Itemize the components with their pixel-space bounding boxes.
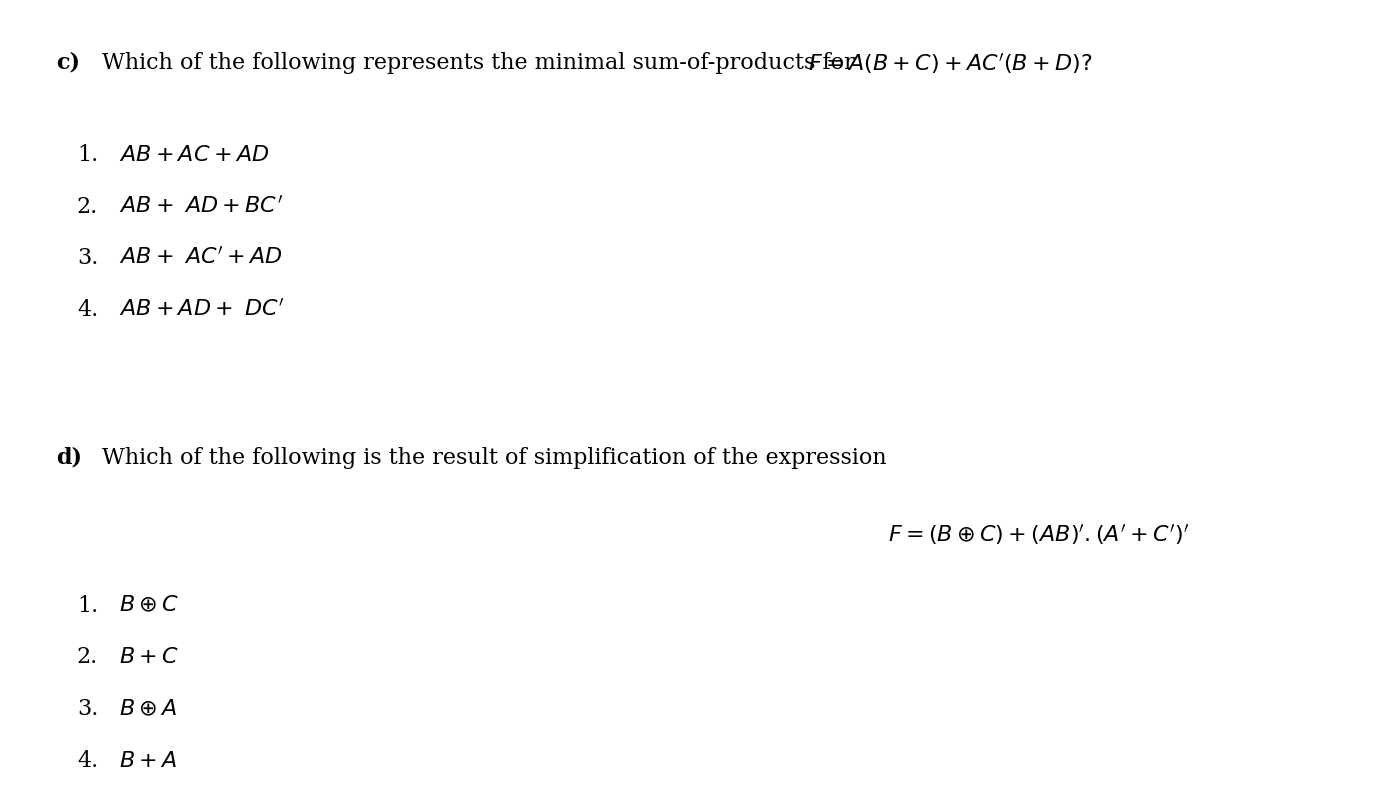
Text: 1.: 1.: [77, 595, 98, 617]
Text: 4.: 4.: [77, 750, 98, 772]
Text: Which of the following is the result of simplification of the expression: Which of the following is the result of …: [102, 447, 886, 469]
Text: 3.: 3.: [77, 698, 98, 721]
Text: 2.: 2.: [77, 646, 98, 669]
Text: $\mathit{B\oplus C}$: $\mathit{B\oplus C}$: [119, 595, 179, 617]
Text: 1.: 1.: [77, 144, 98, 166]
Text: 3.: 3.: [77, 247, 98, 270]
Text: $\mathit{B\oplus A}$: $\mathit{B\oplus A}$: [119, 698, 178, 721]
Text: Which of the following represents the minimal sum-of-products for: Which of the following represents the mi…: [102, 52, 863, 74]
Text: d): d): [56, 447, 82, 469]
Text: 2.: 2.: [77, 196, 98, 218]
Text: $\mathit{F = A(B +C)+ AC' (B +D)?}$: $\mathit{F = A(B +C)+ AC' (B +D)?}$: [808, 52, 1093, 77]
Text: c): c): [56, 52, 80, 74]
Text: 4.: 4.: [77, 299, 98, 322]
Text: $\mathit{B+C}$: $\mathit{B+C}$: [119, 646, 179, 669]
Text: $\mathit{AB+AC+AD}$: $\mathit{AB+AC+AD}$: [119, 144, 270, 166]
Text: $\mathit{AB+ AC'+AD}$: $\mathit{AB+ AC'+AD}$: [119, 247, 282, 270]
Text: $\mathit{F=(B\oplus C)+(AB)'.(A'+C')'}$: $\mathit{F=(B\oplus C)+(AB)'.(A'+C')'}$: [888, 523, 1190, 547]
Text: $\mathit{AB+ AD+BC'}$: $\mathit{AB+ AD+BC'}$: [119, 196, 282, 218]
Text: $\mathit{AB+AD+ DC'}$: $\mathit{AB+AD+ DC'}$: [119, 299, 285, 322]
Text: $\mathit{B+A}$: $\mathit{B+A}$: [119, 750, 178, 772]
